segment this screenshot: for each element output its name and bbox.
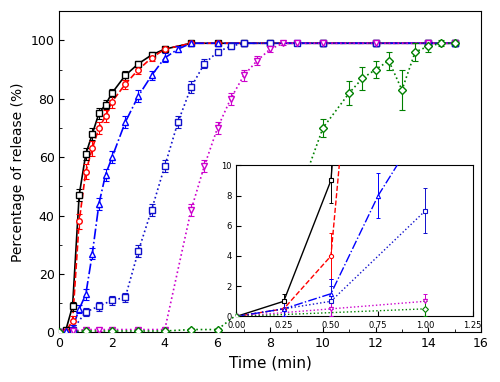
X-axis label: Time (min): Time (min) — [229, 356, 312, 371]
Y-axis label: Percentage of release (%): Percentage of release (%) — [11, 82, 25, 262]
